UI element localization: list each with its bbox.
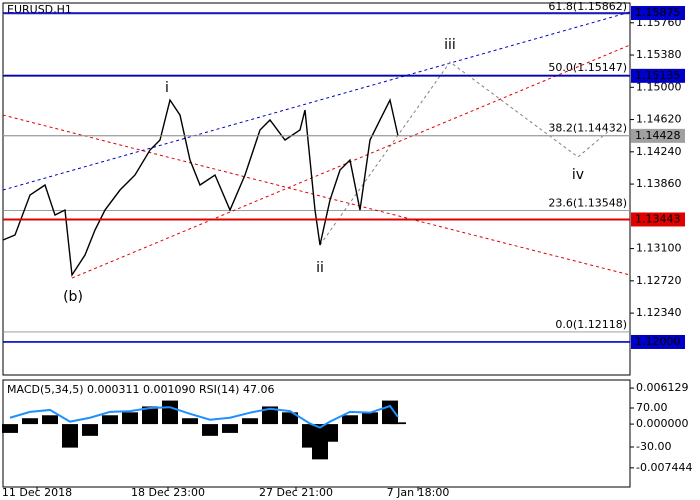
rsi-line (9, 404, 399, 429)
trend-line (2, 11, 631, 191)
level-label: 1.14428 (635, 129, 681, 142)
y-tick-label: 0.006129 (636, 381, 689, 394)
level-label: 1.15135 (635, 69, 681, 82)
wave-label: iv (572, 167, 584, 183)
macd-bar (102, 415, 118, 425)
macd-bar (362, 412, 378, 425)
macd-bar (162, 400, 178, 425)
y-tick-label: 1.15380 (636, 48, 682, 61)
macd-bar (222, 424, 238, 433)
price-panel (2, 2, 631, 376)
fib-label: 38.2(1.14432) (548, 122, 627, 135)
level-label: 1.13443 (635, 212, 681, 225)
fib-label: 61.8(1.15862) (548, 0, 627, 13)
level-box (631, 68, 685, 83)
macd-bar (242, 418, 258, 425)
macd-bar (142, 406, 158, 425)
level-box (631, 212, 685, 227)
level-label: 1.15875 (635, 6, 681, 19)
y-tick-label: 1.14620 (636, 113, 682, 126)
wave-label: i (165, 80, 169, 96)
macd-bar (202, 424, 218, 436)
level-box (631, 128, 685, 143)
x-tick-label: 11 Dec 2018 (2, 486, 72, 499)
macd-bar (322, 424, 338, 442)
macd-bar (62, 424, 78, 448)
level-box (631, 6, 685, 21)
macd-bar (342, 415, 358, 425)
y-tick-label: 1.12340 (636, 306, 682, 319)
y-tick-label: -0.007444 (636, 461, 692, 474)
y-tick-label: 1.12720 (636, 274, 682, 287)
level-label: 1.12000 (635, 335, 681, 348)
trend-line (2, 114, 631, 276)
price-line (2, 97, 399, 278)
wave-label: (b) (63, 289, 83, 305)
x-tick-label: 27 Dec 21:00 (259, 486, 333, 499)
macd-bar (262, 406, 278, 425)
macd-bar (82, 424, 98, 436)
x-tick-label: 7 Jan 18:00 (387, 486, 450, 499)
macd-bar (122, 412, 138, 425)
y-tick-label: 1.15000 (636, 80, 682, 93)
y-tick-label: 1.13860 (636, 177, 682, 190)
indicator-title: MACD(5,34,5) 0.000311 0.001090 RSI(14) 4… (7, 383, 274, 396)
fib-label: 23.6(1.13548) (548, 197, 627, 210)
wave-label: iii (444, 37, 456, 53)
y-tick-label: 1.13100 (636, 242, 682, 255)
macd-bar (282, 412, 298, 425)
y-tick-label: 1.14240 (636, 145, 682, 158)
y-tick-label: 70.00 (636, 401, 668, 414)
y-tick-label: 0.000000 (636, 417, 689, 430)
level-box (631, 334, 685, 349)
trend-line (319, 61, 611, 246)
macd-bar (182, 418, 198, 425)
fib-label: 50.0(1.15147) (548, 61, 627, 74)
y-tick-label: -30.00 (636, 440, 671, 453)
macd-bar (42, 415, 58, 425)
fib-label: 0.0(1.12118) (555, 318, 627, 331)
wave-label: ii (316, 260, 324, 276)
x-tick-label: 18 Dec 23:00 (131, 486, 205, 499)
macd-bar (390, 422, 406, 425)
indicator-panel (2, 379, 631, 488)
macd-bar (2, 424, 18, 433)
macd-bar (22, 418, 38, 425)
